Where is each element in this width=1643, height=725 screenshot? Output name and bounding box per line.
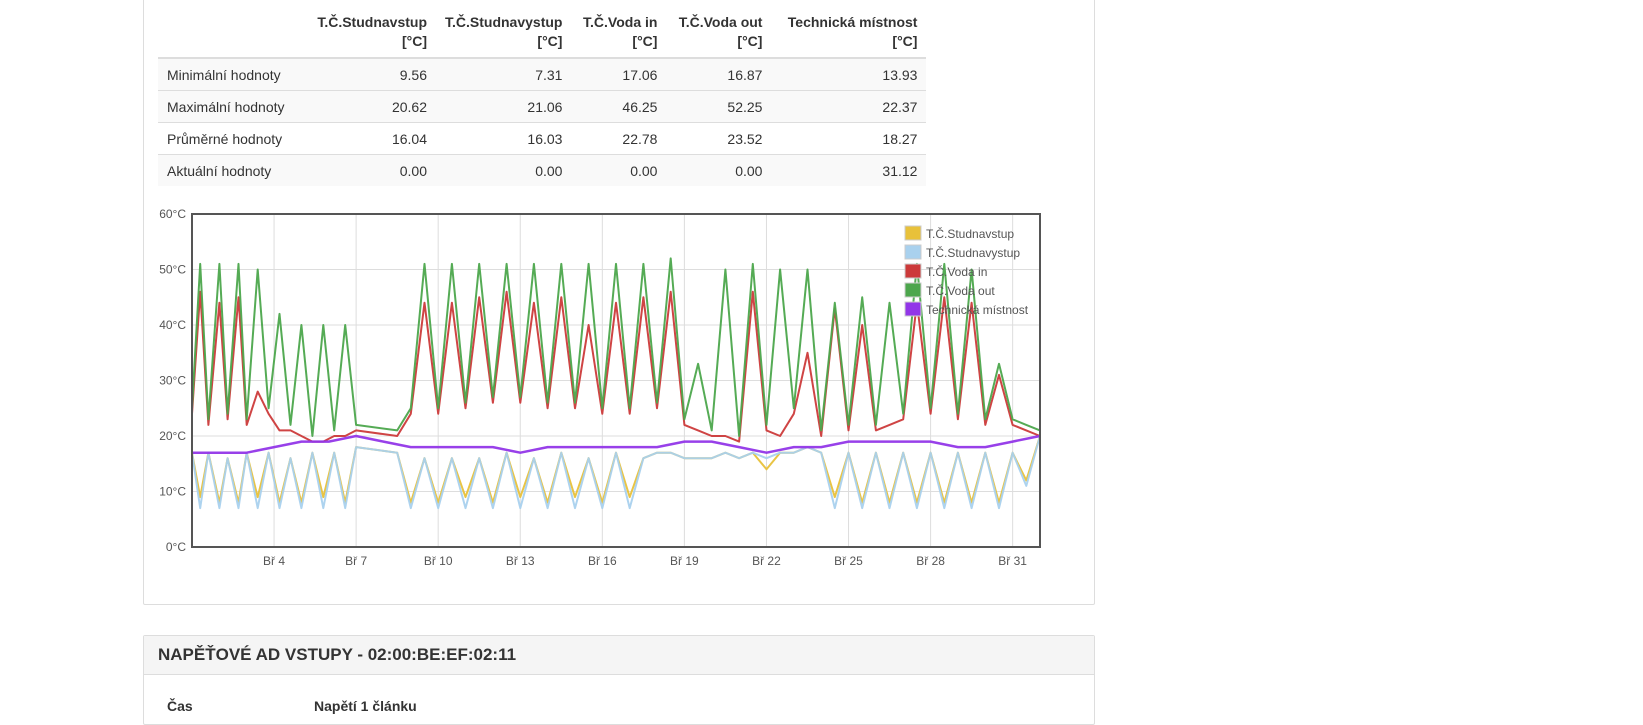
legend-label: Technická místnost bbox=[926, 303, 1029, 317]
column-header-voltage: Napětí 1 článku bbox=[314, 698, 417, 714]
x-tick-label: Bř 16 bbox=[588, 554, 617, 568]
table-row: Maximální hodnoty 20.62 21.06 46.25 52.2… bbox=[158, 90, 927, 123]
y-tick-label: 40°C bbox=[159, 318, 186, 332]
table-cell: 0.00 bbox=[306, 154, 436, 186]
y-tick-label: 50°C bbox=[159, 263, 186, 277]
y-tick-label: 30°C bbox=[159, 374, 186, 388]
voltage-table: Čas Napětí 1 článku bbox=[158, 690, 426, 722]
x-tick-label: Bř 25 bbox=[834, 554, 863, 568]
table-row: Průměrné hodnoty 16.04 16.03 22.78 23.52… bbox=[158, 122, 927, 155]
legend-label: T.Č.Voda out bbox=[926, 283, 995, 298]
row-label: Maximální hodnoty bbox=[158, 90, 306, 123]
table-cell: 16.87 bbox=[666, 57, 772, 91]
table-row: Minimální hodnoty 9.56 7.31 17.06 16.87 … bbox=[158, 57, 927, 91]
legend-label: T.Č.Voda in bbox=[926, 264, 987, 279]
x-tick-label: Bř 22 bbox=[752, 554, 781, 568]
row-label: Aktuální hodnoty bbox=[158, 154, 306, 186]
table-header-row: Čas Napětí 1 článku bbox=[158, 690, 426, 722]
column-header-time: Čas bbox=[167, 698, 193, 714]
table-cell: 0.00 bbox=[571, 154, 667, 186]
table-cell: 46.25 bbox=[571, 90, 667, 123]
table-cell: 52.25 bbox=[666, 90, 772, 123]
x-tick-label: Bř 31 bbox=[998, 554, 1027, 568]
column-header: T.Č.Voda in [°C] bbox=[571, 5, 667, 59]
legend-swatch bbox=[904, 225, 922, 241]
x-tick-label: Bř 7 bbox=[345, 554, 367, 568]
table-cell: 13.93 bbox=[771, 57, 927, 91]
table-cell: 31.12 bbox=[771, 154, 927, 186]
legend-swatch bbox=[904, 301, 922, 317]
panel-title: NAPĚŤOVÉ AD VSTUPY - 02:00:BE:EF:02:11 bbox=[144, 636, 1094, 675]
legend: T.Č.Studnavstup T.Č.Studnavystup T.Č.Voda … bbox=[904, 225, 1029, 317]
legend-swatch bbox=[904, 263, 922, 279]
x-tick-label: Bř 28 bbox=[916, 554, 945, 568]
table-row: Aktuální hodnoty 0.00 0.00 0.00 0.00 31.… bbox=[158, 154, 927, 186]
legend-label: T.Č.Studnavstup bbox=[926, 226, 1014, 241]
voltage-panel: NAPĚŤOVÉ AD VSTUPY - 02:00:BE:EF:02:11 Č… bbox=[143, 635, 1095, 725]
y-tick-label: 20°C bbox=[159, 429, 186, 443]
x-tick-label: Bř 13 bbox=[506, 554, 535, 568]
column-header: T.Č.Studnavstup [°C] bbox=[306, 5, 436, 59]
table-cell: 23.52 bbox=[666, 122, 772, 155]
series-line bbox=[191, 435, 1041, 510]
series-line bbox=[192, 434, 1041, 454]
table-cell: 22.78 bbox=[571, 122, 667, 155]
table-cell: 16.04 bbox=[306, 122, 436, 155]
column-header: Technická místnost [°C] bbox=[771, 5, 927, 59]
legend-swatch bbox=[904, 282, 922, 298]
x-tick-label: Bř 19 bbox=[670, 554, 699, 568]
table-cell: 21.06 bbox=[436, 90, 572, 123]
plot-border bbox=[191, 213, 1041, 548]
y-tick-label: 60°C bbox=[159, 207, 186, 221]
legend-label: T.Č.Studnavystup bbox=[926, 245, 1020, 260]
table-header-row: T.Č.Studnavstup [°C] T.Č.Studnavystup [°C]… bbox=[158, 5, 927, 59]
table-cell: 0.00 bbox=[666, 154, 772, 186]
x-tick-label: Bř 10 bbox=[424, 554, 453, 568]
table-cell: 7.31 bbox=[436, 57, 572, 91]
row-label: Minimální hodnoty bbox=[158, 57, 306, 91]
y-tick-label: 0°C bbox=[166, 540, 186, 554]
column-header: T.Č.Voda out [°C] bbox=[666, 5, 772, 59]
table-cell: 22.37 bbox=[771, 90, 927, 123]
temperature-chart[interactable]: 0°C 10°C 20°C 30°C 40°C 50°C 60°C Bř 4 Bř 7 Bř 10… bbox=[148, 204, 1088, 594]
y-tick-label: 10°C bbox=[159, 485, 186, 499]
table-cell: 18.27 bbox=[771, 122, 927, 155]
table-cell: 0.00 bbox=[436, 154, 572, 186]
table-corner bbox=[158, 5, 306, 59]
row-label: Průměrné hodnoty bbox=[158, 122, 306, 155]
table-cell: 20.62 bbox=[306, 90, 436, 123]
series-line bbox=[191, 290, 1041, 443]
table-cell: 16.03 bbox=[436, 122, 572, 155]
temperature-stats-table: T.Č.Studnavstup [°C] T.Č.Studnavystup [°C]… bbox=[158, 5, 927, 186]
table-cell: 17.06 bbox=[571, 57, 667, 91]
x-tick-label: Bř 4 bbox=[263, 554, 285, 568]
temperature-panel: T.Č.Studnavstup [°C] T.Č.Studnavystup [°C]… bbox=[143, 0, 1095, 605]
table-cell: 9.56 bbox=[306, 57, 436, 91]
series-line bbox=[191, 257, 1041, 437]
column-header: T.Č.Studnavystup [°C] bbox=[436, 5, 572, 59]
legend-swatch bbox=[904, 244, 922, 260]
